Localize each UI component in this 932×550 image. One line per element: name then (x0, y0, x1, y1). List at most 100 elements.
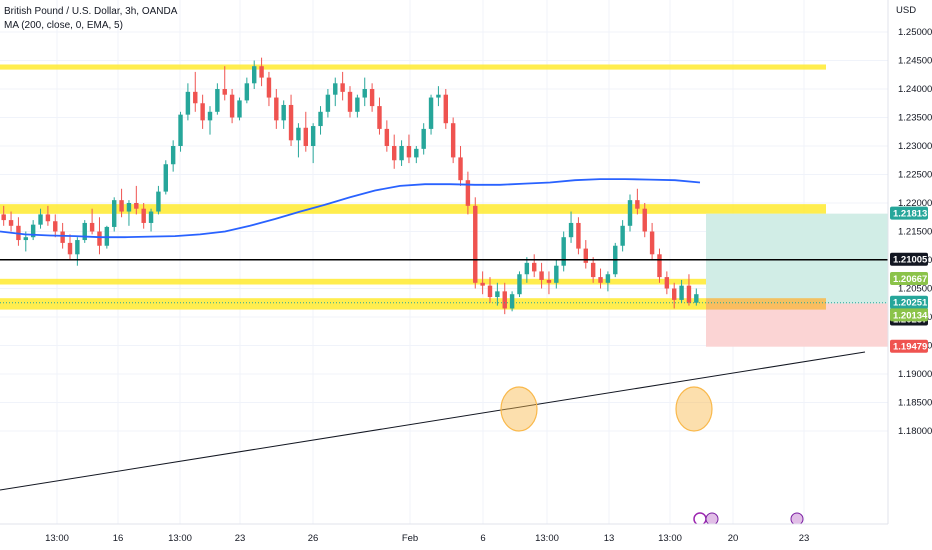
candle (576, 217, 581, 255)
candle-body (392, 146, 397, 161)
candle (517, 271, 522, 298)
candle (554, 260, 559, 289)
candle-body (421, 128, 426, 149)
candle (340, 71, 345, 101)
candle-body (45, 214, 51, 222)
candle (642, 203, 647, 238)
candle (561, 231, 566, 272)
candle (229, 89, 235, 124)
candle-body (347, 91, 353, 112)
candle-body (473, 205, 478, 283)
candle (156, 185, 161, 215)
candle (414, 146, 419, 164)
candle-body (686, 285, 692, 303)
candle (53, 214, 58, 238)
candle (244, 77, 250, 104)
candle-body (303, 127, 308, 146)
price-tag-text: 1.21813 (893, 209, 927, 220)
highlight-circle (675, 386, 713, 432)
candle (310, 123, 316, 164)
price-tag-text: 1.20667 (893, 274, 927, 285)
candle (141, 203, 146, 229)
price-tag-zone: 1.20667 (890, 271, 928, 285)
candle-body (163, 164, 168, 192)
candle-body (369, 89, 375, 107)
candle-body (222, 89, 227, 95)
candle (443, 89, 448, 129)
indicator-label[interactable]: MA (200, close, 0, EMA, 5) (4, 20, 123, 31)
candle (672, 282, 677, 309)
candle-body (244, 83, 250, 101)
candle-body (495, 291, 500, 298)
event-lightning-icon (693, 512, 707, 524)
candle (266, 71, 272, 107)
symbol-title[interactable]: British Pound / U.S. Dollar, 3h, OANDA (4, 6, 178, 17)
candle (399, 140, 404, 166)
ma-200-line (0, 178, 701, 239)
price-tag-bg (890, 206, 928, 220)
time-tick-label: 13:00 (168, 533, 192, 544)
time-tick-label: 26 (308, 533, 319, 544)
price-tick-label: 1.24500 (898, 56, 932, 67)
time-tick-label: 6 (480, 533, 485, 544)
candle (657, 248, 662, 283)
candle-body (524, 262, 530, 275)
candle (532, 254, 537, 278)
candle-body (627, 200, 633, 226)
candle (620, 220, 625, 252)
time-tick-label: 20 (728, 533, 739, 544)
candle (222, 66, 227, 101)
candle-body (502, 291, 507, 309)
time-tick-label: Feb (402, 533, 418, 544)
candle-body (450, 123, 456, 158)
candle-body (480, 282, 485, 286)
candle (237, 97, 242, 121)
candle-body (384, 128, 390, 146)
candle-body (377, 106, 382, 129)
candle-body (30, 224, 36, 238)
candle-body (561, 237, 566, 266)
candle (178, 111, 183, 152)
candle (97, 217, 102, 255)
plot-area[interactable] (0, 57, 888, 525)
currency-label: USD (896, 5, 916, 16)
candle-body (310, 126, 316, 146)
candle (546, 271, 552, 295)
price-tag-text: 1.21005 (893, 255, 928, 266)
candle-body (207, 111, 213, 121)
candle (355, 94, 360, 118)
price-tick-label: 1.20500 (898, 284, 932, 295)
price-tag-text: 1.20134 (893, 310, 928, 321)
candle (509, 291, 515, 312)
candle (193, 71, 198, 112)
sr-zone (0, 278, 826, 285)
candle-body (554, 265, 559, 283)
candle-body (82, 222, 87, 241)
trendline (0, 351, 866, 491)
candle-body (60, 231, 65, 243)
candle (436, 86, 441, 107)
candles (1, 57, 699, 315)
candle-body (576, 222, 581, 249)
price-tick-label: 1.18000 (898, 426, 932, 437)
time-tick-label: 13 (604, 533, 615, 544)
candle (112, 197, 117, 232)
candle-body (126, 203, 132, 212)
candle (8, 211, 14, 232)
price-tick-label: 1.21500 (898, 227, 932, 238)
candle (664, 271, 670, 295)
candle (649, 222, 655, 260)
candle-body (185, 91, 191, 115)
candle (406, 134, 412, 164)
candle-body (1, 214, 6, 221)
candle (450, 117, 456, 164)
candle (428, 94, 434, 135)
candle-body (465, 180, 471, 206)
candle (82, 220, 87, 243)
candle-body (355, 97, 360, 112)
price-tag-text: 1.20251 (893, 298, 928, 309)
sr-zone (0, 204, 826, 214)
